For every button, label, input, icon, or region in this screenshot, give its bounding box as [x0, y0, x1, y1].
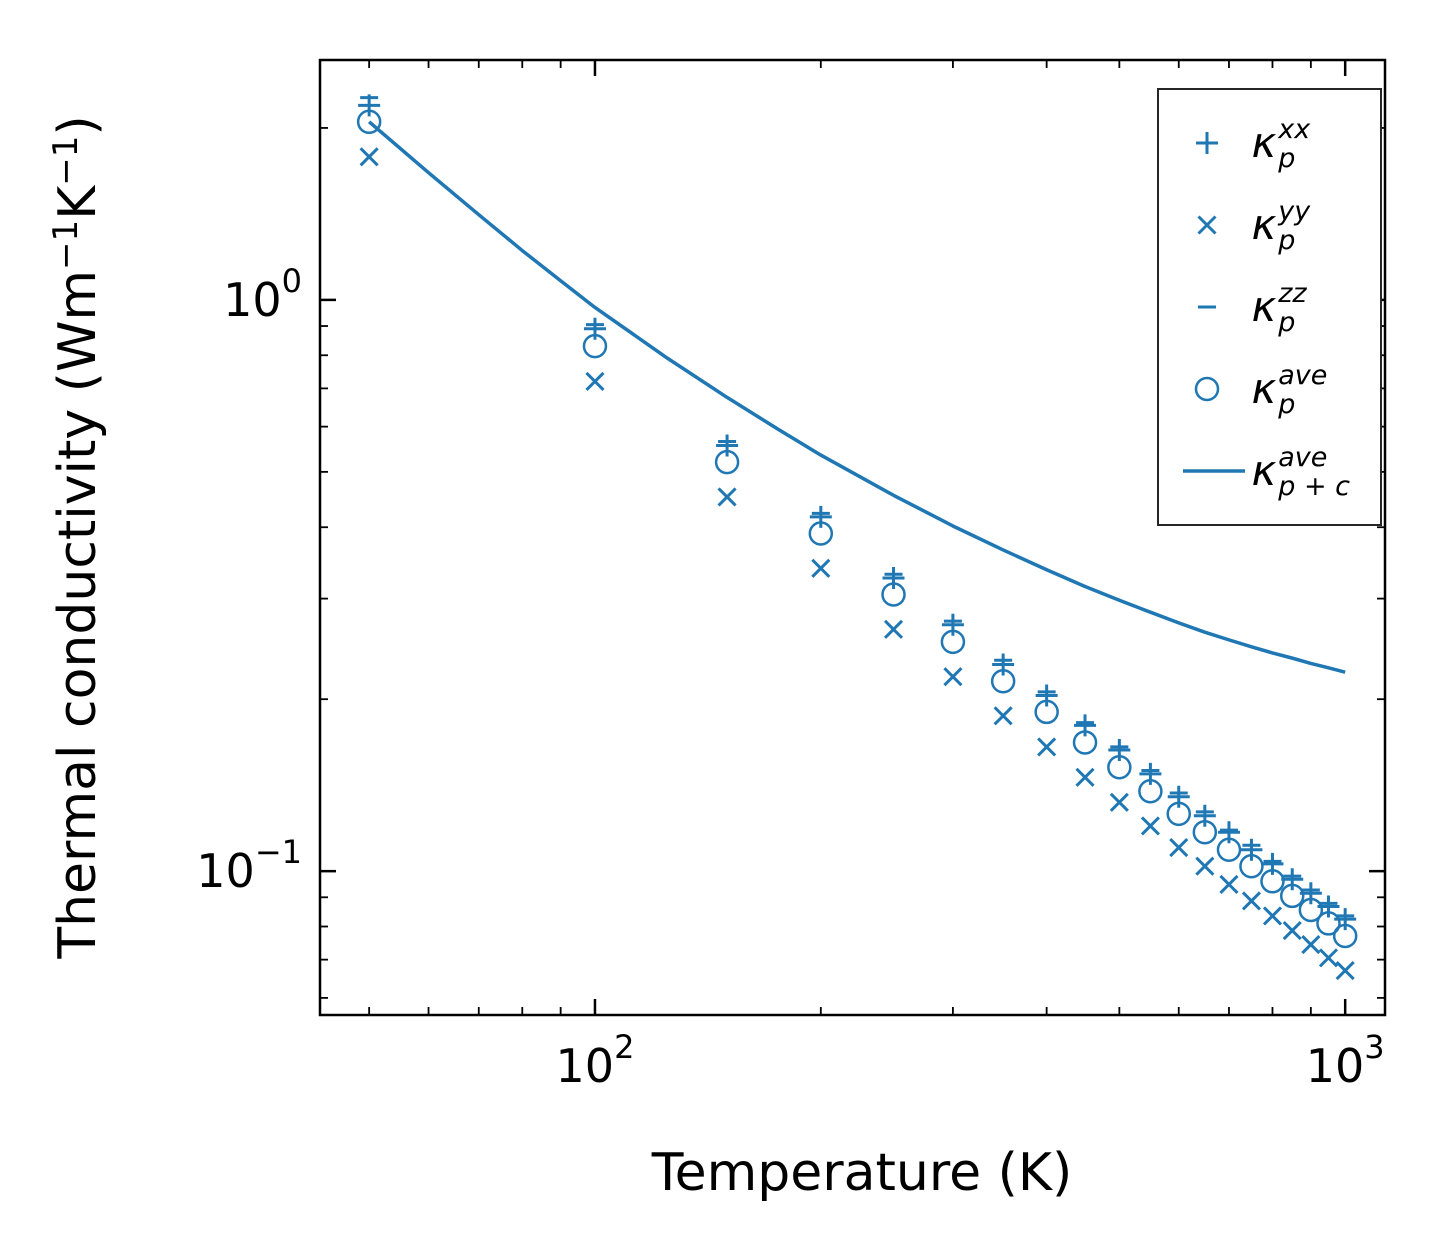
legend-marker-cross-icon — [1197, 215, 1218, 235]
series-kappa-p-plus-c-ave — [368, 120, 1346, 674]
y-axis-label: Thermal conductivity (Wm−1K−1) — [46, 115, 108, 959]
series-kappa-p-zz — [360, 96, 1355, 918]
x-axis-label: Temperature (K) — [651, 1143, 1073, 1203]
tick-labels: 102 103 100 10−1 — [196, 262, 1384, 1093]
y-tick-label-0: 100 — [223, 262, 302, 327]
legend-item-kappa-p-yy: κ yy p — [1177, 184, 1350, 266]
x-tick-label-0: 102 — [556, 1028, 635, 1093]
series-kappa-p-ave — [356, 109, 1358, 949]
legend-label: κ yy p — [1251, 195, 1311, 256]
legend-label: κ zz p — [1251, 277, 1307, 338]
series-kappa-p-yy — [359, 147, 1355, 981]
legend-marker-line-icon — [1183, 469, 1246, 473]
legend-item-kappa-p-xx: κ xx p — [1177, 102, 1350, 184]
x-tick-label-1: 103 — [1306, 1028, 1385, 1093]
legend-item-kappa-p-zz: κ zz p — [1177, 266, 1350, 348]
legend-label: κ xx p — [1251, 113, 1311, 174]
legend-item-kappa-p-plus-c-ave: κ ave p + c — [1177, 430, 1350, 512]
series-markers — [356, 94, 1358, 981]
plot-frame — [318, 58, 1387, 1017]
series-lines — [368, 120, 1346, 674]
legend-marker-plus-icon — [1196, 132, 1219, 154]
axis-ticks — [320, 60, 1385, 1015]
legend-item-kappa-p-ave: κ ave p — [1177, 348, 1350, 430]
legend-marker-circle-icon — [1195, 376, 1220, 402]
legend-marker-hline-icon — [1198, 305, 1217, 309]
legend-label: κ ave p — [1251, 359, 1328, 420]
legend: κ xx p κ yy p κ zz p κ ave p κ ave p + c — [1157, 88, 1382, 526]
legend-label: κ ave p + c — [1251, 441, 1350, 502]
y-tick-label-1: 10−1 — [196, 833, 302, 898]
